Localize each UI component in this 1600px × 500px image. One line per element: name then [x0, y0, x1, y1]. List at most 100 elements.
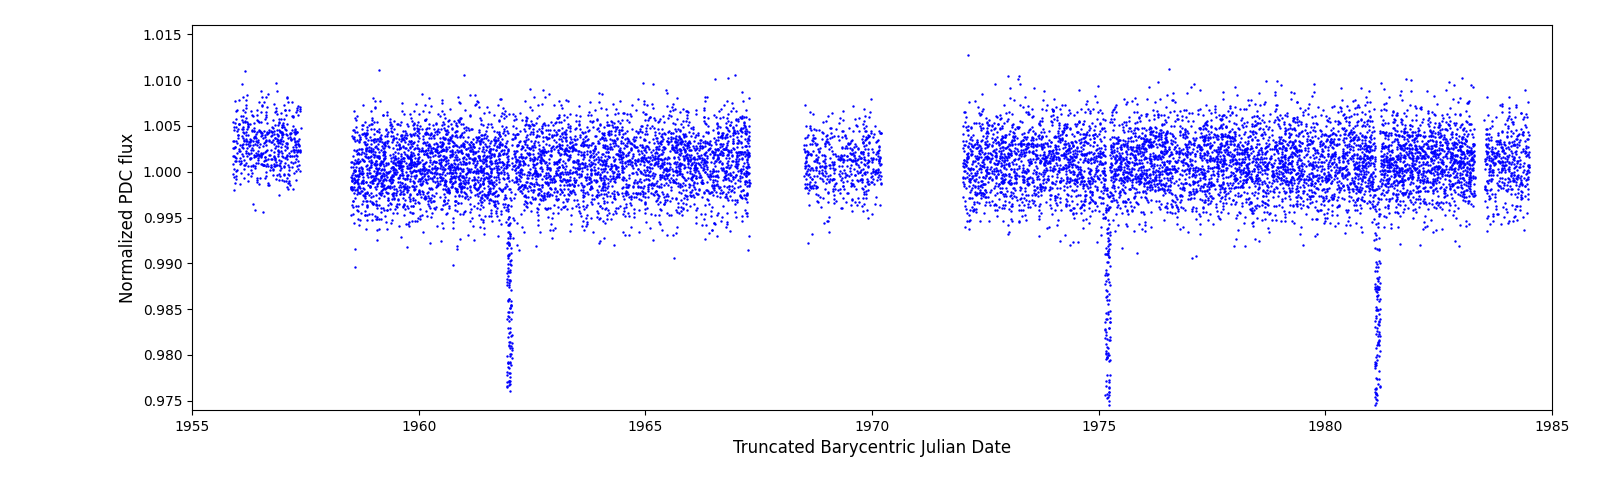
Point	[1451, 135, 1477, 143]
Point	[363, 164, 389, 172]
Point	[736, 232, 762, 239]
Point	[405, 190, 430, 198]
Point	[371, 150, 397, 158]
Point	[478, 120, 504, 128]
Point	[1510, 112, 1536, 120]
Point	[365, 214, 390, 222]
Point	[269, 176, 294, 184]
Point	[272, 159, 298, 167]
Point	[806, 126, 832, 134]
Point	[1336, 206, 1362, 214]
Point	[235, 131, 261, 139]
Point	[370, 166, 395, 173]
Point	[525, 204, 550, 212]
Point	[1437, 78, 1462, 86]
Point	[1061, 147, 1086, 155]
Point	[1285, 132, 1310, 140]
Point	[832, 132, 858, 140]
Point	[234, 150, 259, 158]
Point	[670, 210, 696, 218]
Point	[682, 170, 707, 178]
Point	[1218, 137, 1243, 145]
Point	[531, 191, 557, 199]
Point	[1013, 191, 1038, 199]
Point	[1333, 118, 1358, 126]
Point	[1150, 158, 1176, 166]
Point	[838, 195, 864, 203]
Point	[538, 175, 563, 183]
Point	[736, 246, 762, 254]
Point	[1334, 182, 1360, 190]
Point	[350, 170, 376, 177]
Point	[421, 156, 446, 164]
Point	[955, 176, 981, 184]
Point	[632, 204, 658, 212]
Point	[1294, 147, 1320, 155]
Point	[603, 106, 629, 114]
Point	[736, 160, 762, 168]
Point	[483, 136, 509, 144]
Point	[974, 169, 1000, 177]
Point	[674, 192, 699, 200]
Point	[1093, 271, 1118, 279]
Point	[1037, 157, 1062, 165]
Point	[1219, 196, 1245, 204]
Point	[1024, 170, 1050, 177]
Point	[634, 127, 659, 135]
Point	[1189, 187, 1214, 195]
Point	[1096, 388, 1122, 396]
Point	[278, 162, 304, 170]
Point	[1251, 144, 1277, 152]
Point	[613, 159, 638, 167]
Point	[1421, 180, 1446, 188]
Point	[1026, 132, 1051, 140]
Point	[610, 124, 635, 132]
Point	[1480, 150, 1506, 158]
Point	[1254, 174, 1280, 182]
Point	[237, 138, 262, 146]
Point	[389, 162, 414, 170]
Point	[1013, 146, 1038, 154]
Point	[1234, 176, 1259, 184]
Point	[1072, 200, 1098, 208]
Point	[341, 146, 366, 154]
Point	[1275, 180, 1301, 188]
Point	[1053, 195, 1078, 203]
Point	[1008, 140, 1034, 148]
Point	[1434, 166, 1459, 173]
Point	[1405, 124, 1430, 132]
Point	[518, 155, 544, 163]
Point	[1459, 130, 1485, 138]
Point	[458, 204, 483, 212]
Point	[520, 146, 546, 154]
Point	[974, 128, 1000, 136]
Point	[498, 386, 523, 394]
Point	[1379, 111, 1405, 119]
Point	[1261, 118, 1286, 126]
Point	[1040, 164, 1066, 172]
Point	[510, 143, 536, 151]
Point	[1213, 141, 1238, 149]
Point	[1434, 86, 1459, 94]
Point	[344, 158, 370, 166]
Point	[1142, 154, 1168, 162]
Point	[1504, 202, 1530, 210]
Point	[1008, 184, 1034, 192]
Point	[470, 230, 496, 238]
Point	[694, 152, 720, 160]
Point	[1453, 117, 1478, 125]
Point	[1261, 194, 1286, 202]
Point	[1331, 164, 1357, 172]
Point	[1154, 204, 1179, 212]
Point	[552, 174, 578, 182]
Point	[1056, 166, 1082, 174]
Point	[1371, 144, 1397, 152]
Point	[523, 169, 549, 177]
Point	[400, 139, 426, 147]
Point	[1138, 159, 1163, 167]
Point	[730, 128, 755, 136]
Point	[1216, 132, 1242, 140]
Point	[1338, 126, 1363, 134]
Point	[1078, 166, 1104, 174]
Point	[822, 180, 848, 188]
